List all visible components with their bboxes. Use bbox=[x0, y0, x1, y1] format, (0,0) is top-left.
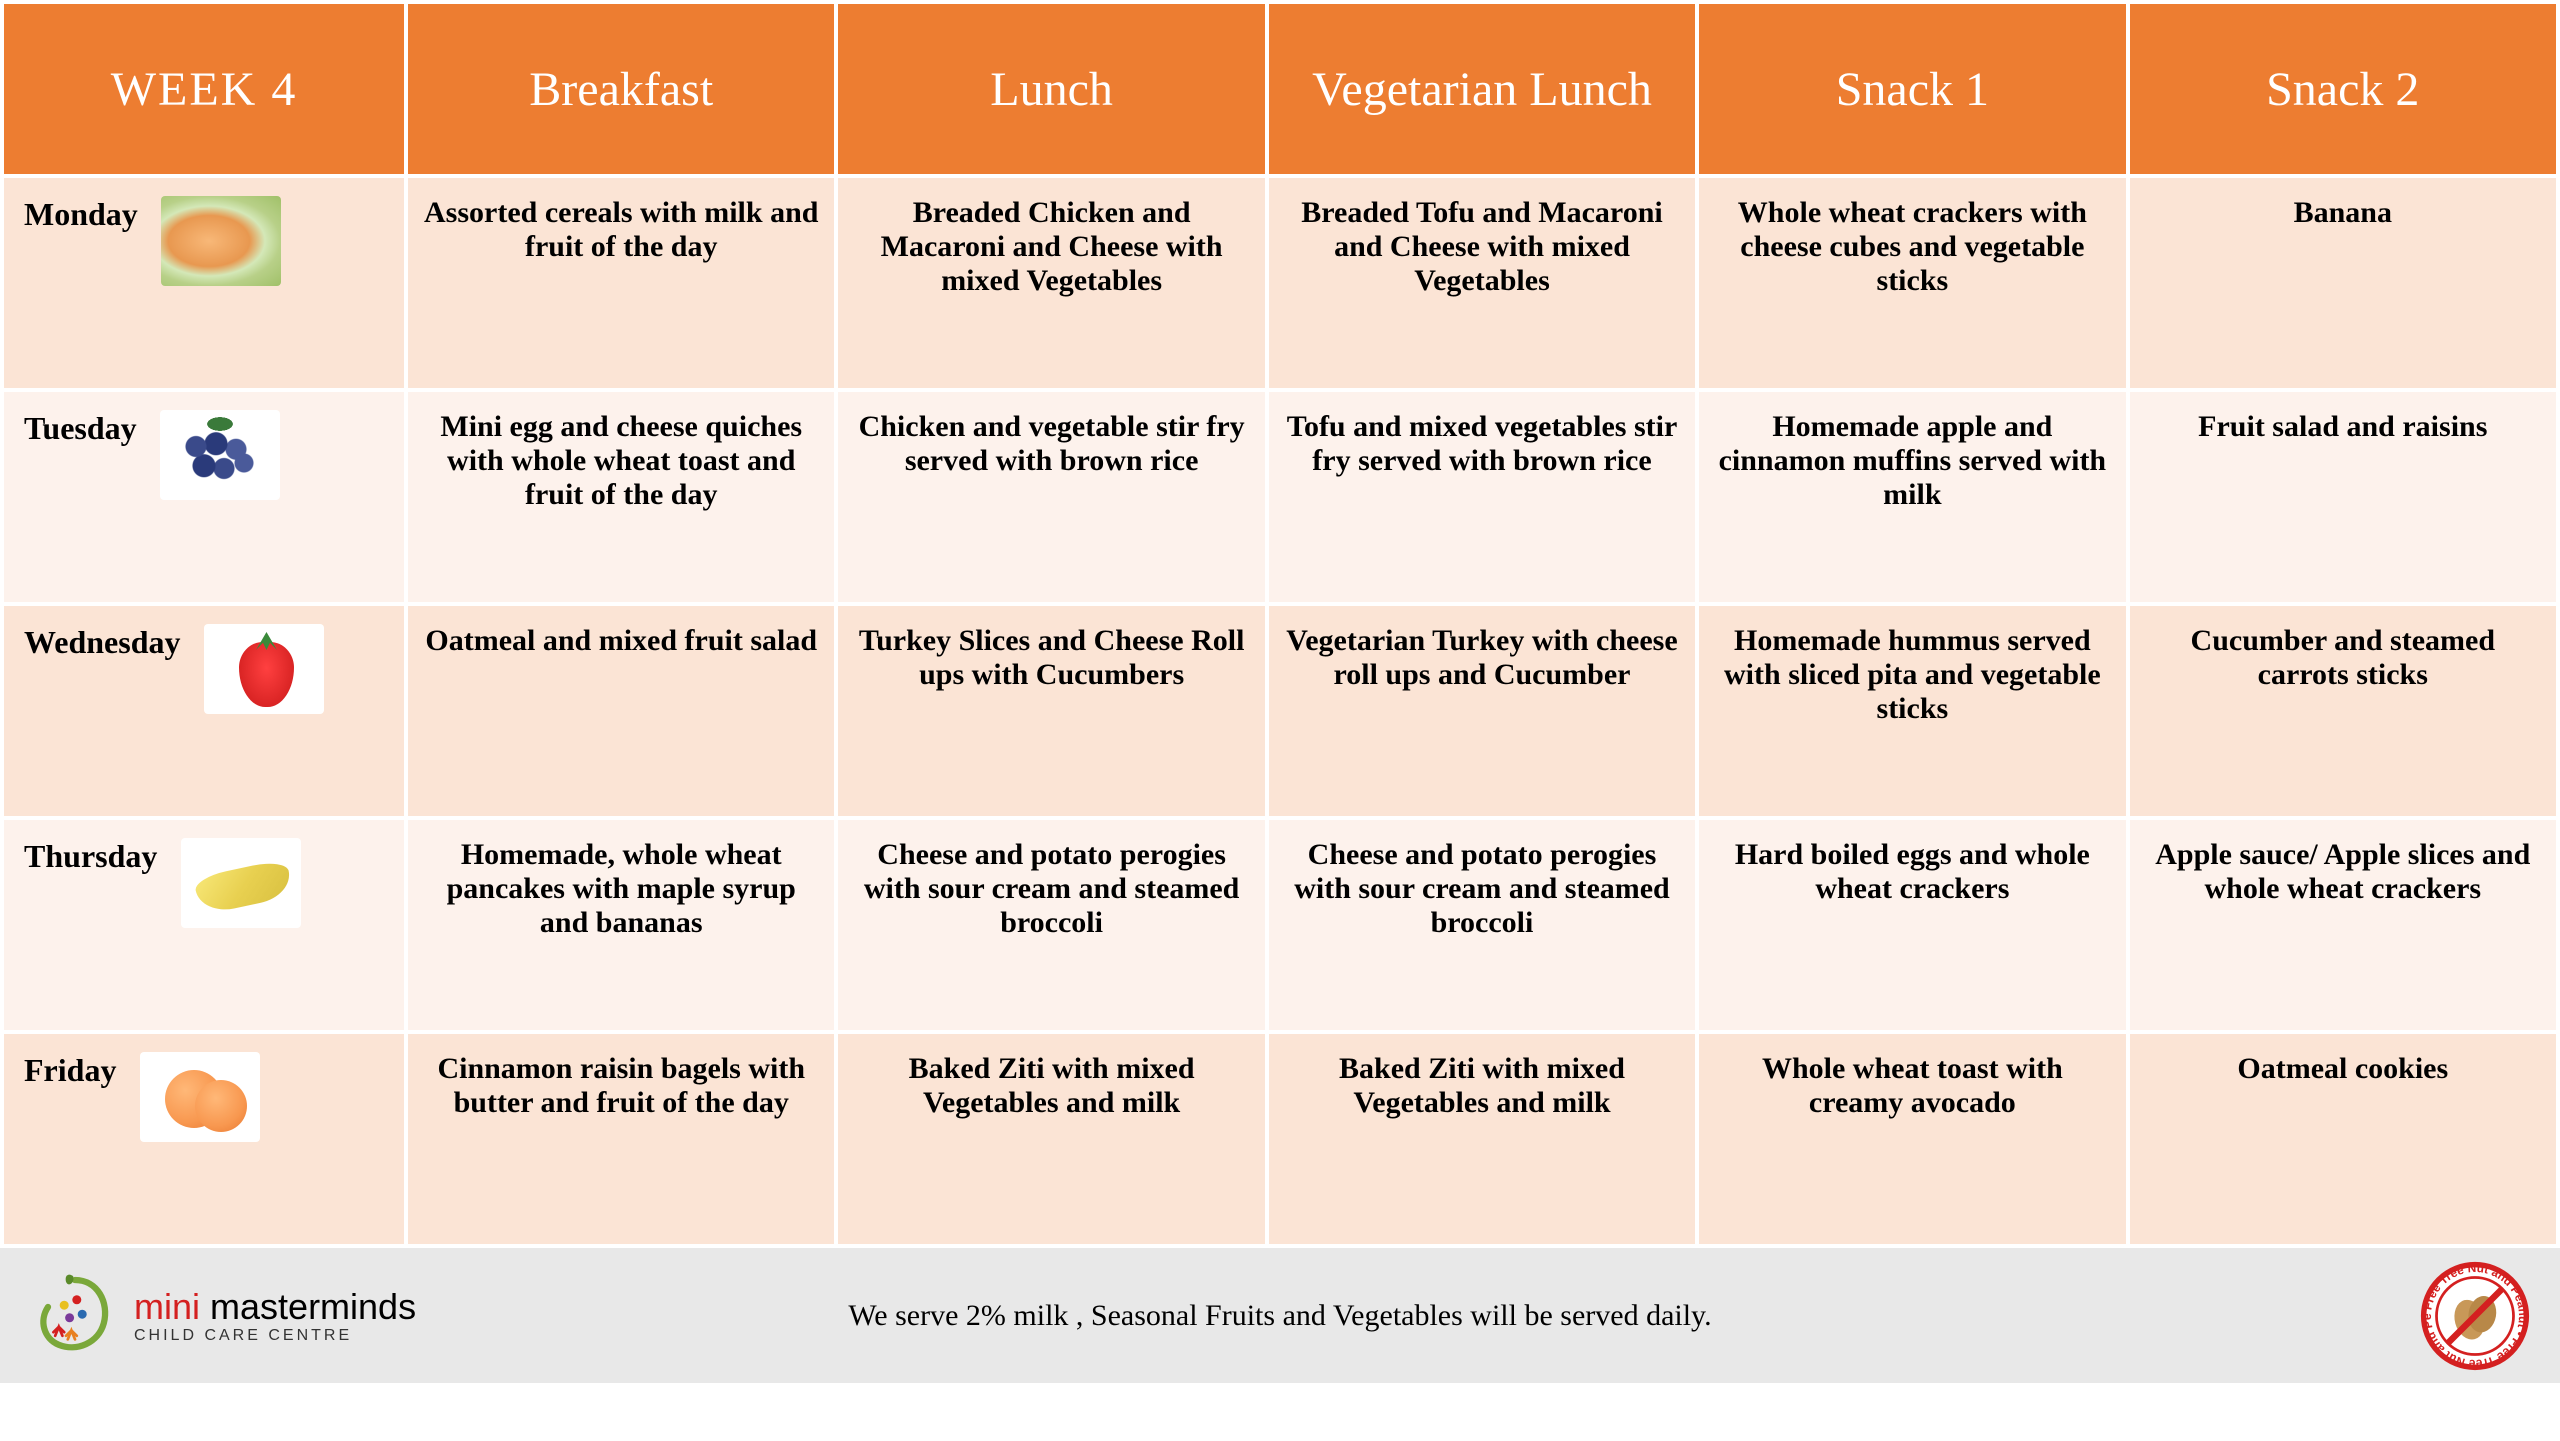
day-label: Tuesday bbox=[24, 410, 137, 447]
banana-icon bbox=[181, 838, 301, 928]
day-cell-friday: Friday bbox=[4, 1034, 404, 1244]
cell-breakfast: Oatmeal and mixed fruit salad bbox=[408, 606, 834, 816]
cell-breakfast: Assorted cereals with milk and fruit of … bbox=[408, 178, 834, 388]
brand-name: mini masterminds bbox=[134, 1287, 416, 1327]
col-breakfast: Breakfast bbox=[408, 4, 834, 174]
cell-snack1: Whole wheat crackers with cheese cubes a… bbox=[1699, 178, 2125, 388]
cell-breakfast: Homemade, whole wheat pancakes with mapl… bbox=[408, 820, 834, 1030]
day-label: Monday bbox=[24, 196, 138, 233]
cell-veg-lunch: Cheese and potato perogies with sour cre… bbox=[1269, 820, 1695, 1030]
cell-snack1: Homemade apple and cinnamon muffins serv… bbox=[1699, 392, 2125, 602]
blueberry-icon bbox=[160, 410, 280, 500]
day-cell-monday: Monday bbox=[4, 178, 404, 388]
col-snack-1: Snack 1 bbox=[1699, 4, 2125, 174]
cell-lunch: Chicken and vegetable stir fry served wi… bbox=[838, 392, 1264, 602]
cell-veg-lunch: Baked Ziti with mixed Vegetables and mil… bbox=[1269, 1034, 1695, 1244]
cell-snack1: Homemade hummus served with sliced pita … bbox=[1699, 606, 2125, 816]
brand-text: mini masterminds CHILD CARE CENTRE bbox=[134, 1287, 416, 1344]
footer-note: We serve 2% milk , Seasonal Fruits and V… bbox=[848, 1299, 1711, 1333]
col-vegetarian-lunch: Vegetarian Lunch bbox=[1269, 4, 1695, 174]
cell-breakfast: Mini egg and cheese quiches with whole w… bbox=[408, 392, 834, 602]
cell-snack2: Oatmeal cookies bbox=[2130, 1034, 2556, 1244]
day-cell-wednesday: Wednesday bbox=[4, 606, 404, 816]
cell-veg-lunch: Tofu and mixed vegetables stir fry serve… bbox=[1269, 392, 1695, 602]
peach-icon bbox=[140, 1052, 260, 1142]
row-thursday: Thursday Homemade, whole wheat pancakes … bbox=[4, 820, 2556, 1030]
cell-snack2: Banana bbox=[2130, 178, 2556, 388]
day-label: Wednesday bbox=[24, 624, 180, 661]
cell-lunch: Baked Ziti with mixed Vegetables and mil… bbox=[838, 1034, 1264, 1244]
cell-lunch: Cheese and potato perogies with sour cre… bbox=[838, 820, 1264, 1030]
row-friday: Friday Cinnamon raisin bagels with butte… bbox=[4, 1034, 2556, 1244]
day-cell-tuesday: Tuesday bbox=[4, 392, 404, 602]
row-tuesday: Tuesday Mini egg and cheese quiches with… bbox=[4, 392, 2556, 602]
strawberry-icon bbox=[204, 624, 324, 714]
cell-snack1: Hard boiled eggs and whole wheat cracker… bbox=[1699, 820, 2125, 1030]
day-label: Friday bbox=[24, 1052, 116, 1089]
week-title-header: WEEK 4 bbox=[4, 4, 404, 174]
cell-lunch: Breaded Chicken and Macaroni and Cheese … bbox=[838, 178, 1264, 388]
day-label: Thursday bbox=[24, 838, 157, 875]
col-snack-2: Snack 2 bbox=[2130, 4, 2556, 174]
brand-subtitle: CHILD CARE CENTRE bbox=[134, 1327, 416, 1345]
footer: mini masterminds CHILD CARE CENTRE We se… bbox=[0, 1248, 2560, 1383]
menu-body: Monday Assorted cereals with milk and fr… bbox=[4, 178, 2556, 1244]
logo-swirl-icon bbox=[30, 1271, 120, 1361]
col-lunch: Lunch bbox=[838, 4, 1264, 174]
cell-veg-lunch: Vegetarian Turkey with cheese roll ups a… bbox=[1269, 606, 1695, 816]
weekly-menu-table: WEEK 4 Breakfast Lunch Vegetarian Lunch … bbox=[0, 0, 2560, 1248]
cell-lunch: Turkey Slices and Cheese Roll ups with C… bbox=[838, 606, 1264, 816]
nut-free-badge-icon: Free Tree Nut and Peanut • Free Tree Nut… bbox=[2420, 1261, 2530, 1371]
brand-logo: mini masterminds CHILD CARE CENTRE bbox=[30, 1271, 416, 1361]
cell-snack2: Apple sauce/ Apple slices and whole whea… bbox=[2130, 820, 2556, 1030]
row-wednesday: Wednesday Oatmeal and mixed fruit salad … bbox=[4, 606, 2556, 816]
cell-snack1: Whole wheat toast with creamy avocado bbox=[1699, 1034, 2125, 1244]
cell-snack2: Fruit salad and raisins bbox=[2130, 392, 2556, 602]
cell-breakfast: Cinnamon raisin bagels with butter and f… bbox=[408, 1034, 834, 1244]
cell-veg-lunch: Breaded Tofu and Macaroni and Cheese wit… bbox=[1269, 178, 1695, 388]
melon-icon bbox=[161, 196, 281, 286]
day-cell-thursday: Thursday bbox=[4, 820, 404, 1030]
row-monday: Monday Assorted cereals with milk and fr… bbox=[4, 178, 2556, 388]
cell-snack2: Cucumber and steamed carrots sticks bbox=[2130, 606, 2556, 816]
header-row: WEEK 4 Breakfast Lunch Vegetarian Lunch … bbox=[4, 4, 2556, 174]
